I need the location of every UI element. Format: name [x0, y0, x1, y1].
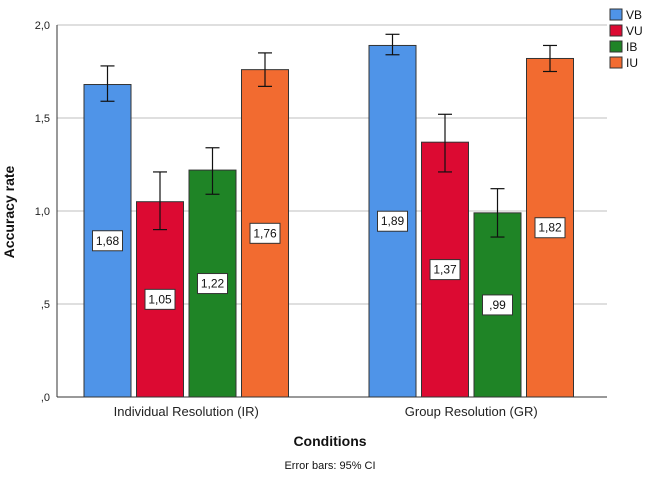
legend-label-ib: IB	[626, 40, 637, 54]
legend-swatch-iu	[609, 56, 623, 69]
value-label-box	[377, 210, 408, 232]
value-label: 1,89	[381, 214, 405, 228]
y-tick-label: 2,0	[35, 20, 50, 32]
legend: VB VU IB IU	[609, 8, 643, 70]
x-tick-label: Individual Resolution (IR)	[114, 404, 259, 419]
value-label: ,99	[489, 298, 506, 312]
value-label-box	[92, 230, 123, 252]
legend-swatch-ib	[609, 40, 623, 53]
value-label-box	[482, 294, 513, 316]
y-tick-label: ,0	[41, 392, 50, 404]
value-label: 1,05	[148, 292, 172, 306]
y-axis-title: Accuracy rate	[1, 165, 17, 258]
y-tick-label: 1,5	[35, 113, 50, 125]
value-label-box	[197, 273, 228, 295]
value-label-box	[534, 217, 566, 239]
value-label-box	[249, 222, 281, 244]
legend-swatch-vb	[609, 8, 623, 21]
legend-swatch-vu	[609, 24, 623, 37]
value-label: 1,68	[96, 234, 120, 248]
legend-label-vb: VB	[626, 8, 642, 22]
legend-label-iu: IU	[626, 56, 638, 70]
value-labels: 1,68 1,05 1,22 1,76 1,89 1,37 ,99 1,82	[92, 210, 566, 316]
y-tick-label: 1,0	[35, 206, 50, 218]
value-label: 1,37	[433, 263, 457, 277]
error-bars-note: Error bars: 95% CI	[284, 460, 375, 472]
value-label: 1,76	[253, 226, 277, 240]
x-tick-label: Group Resolution (GR)	[405, 404, 538, 419]
value-label-box	[429, 259, 461, 281]
value-label: 1,82	[538, 221, 562, 235]
x-axis-title: Conditions	[293, 433, 366, 449]
value-label: 1,22	[201, 277, 225, 291]
axes: ,0 ,5 1,0 1,5 2,0 Individual Resolution (IR) G…	[35, 20, 607, 419]
legend-label-vu: VU	[626, 24, 643, 38]
y-tick-label: ,5	[41, 299, 50, 311]
value-label-box	[144, 288, 176, 310]
error-bars	[100, 33, 557, 238]
